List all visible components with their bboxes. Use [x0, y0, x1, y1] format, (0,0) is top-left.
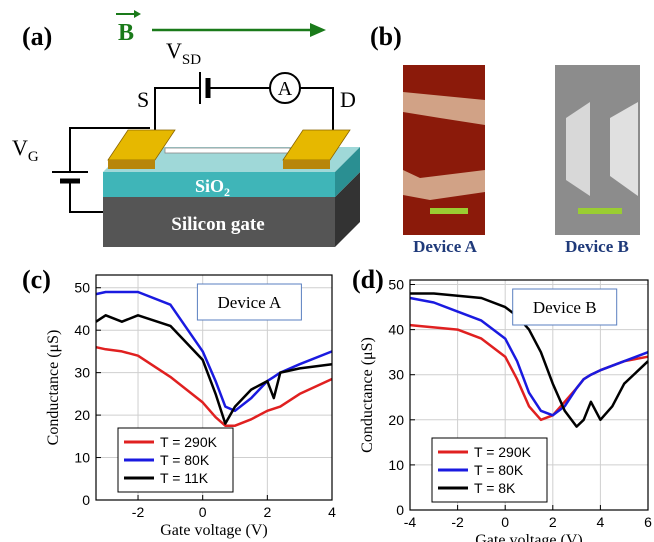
y-tick-label: 10 — [74, 450, 90, 466]
image-caption: Device A — [413, 237, 477, 256]
y-tick-label: 30 — [388, 367, 404, 383]
vg-sub: G — [28, 149, 39, 165]
vg-label: VG — [12, 135, 39, 165]
y-tick-label: 30 — [74, 365, 90, 381]
x-tick-label: 6 — [644, 514, 652, 530]
legend-label: T = 290K — [160, 434, 218, 450]
x-tick-label: 4 — [328, 504, 336, 520]
x-tick-label: 2 — [263, 504, 271, 520]
field-arrow — [310, 23, 326, 37]
y-tick-label: 20 — [74, 407, 90, 423]
panel-label: (c) — [22, 265, 51, 294]
legend-label: T = 80K — [474, 462, 524, 478]
y-tick-label: 40 — [388, 322, 404, 338]
y-axis-title: Conductance (μS) — [359, 337, 376, 453]
y-tick-label: 50 — [74, 280, 90, 296]
gate-label: Silicon gate — [171, 214, 264, 235]
schematic: B A VSD S D VG SiO2 Silicon gate — [12, 10, 360, 247]
x-tick-label: 4 — [597, 514, 605, 530]
x-tick-label: 0 — [501, 514, 509, 530]
vsd-label: VSD — [166, 38, 201, 68]
scale-bar — [430, 208, 468, 214]
annotation: Device A — [218, 293, 282, 312]
x-tick-label: -2 — [132, 504, 145, 520]
source-label: S — [137, 87, 149, 112]
panel-label: (a) — [22, 22, 52, 51]
legend-label: T = 80K — [160, 452, 210, 468]
x-tick-label: -4 — [404, 514, 417, 530]
y-tick-label: 0 — [82, 492, 90, 508]
y-tick-label: 50 — [388, 277, 404, 293]
scale-bar — [578, 208, 622, 214]
legend-label: T = 11K — [160, 470, 209, 486]
legend-label: T = 290K — [474, 444, 532, 460]
ammeter-label: A — [278, 78, 293, 100]
annotation: Device B — [533, 298, 597, 317]
wire — [70, 183, 103, 212]
y-tick-label: 20 — [388, 412, 404, 428]
vsd-text: V — [166, 38, 182, 63]
vector-arrow — [134, 10, 141, 18]
y-tick-label: 40 — [74, 322, 90, 338]
nanowire — [165, 148, 290, 153]
x-axis-title: Gate voltage (V) — [160, 522, 268, 539]
micrographs: Device A Device B — [403, 65, 640, 256]
oxide-text: SiO — [195, 176, 224, 196]
vsd-sub: SD — [182, 52, 201, 68]
x-axis-title: Gate voltage (V) — [475, 532, 583, 542]
panel-label: (b) — [370, 22, 402, 51]
y-tick-label: 10 — [388, 457, 404, 473]
x-tick-label: -2 — [451, 514, 464, 530]
panel-label: (d) — [352, 265, 384, 294]
oxide-sub: 2 — [224, 185, 230, 199]
x-tick-label: 0 — [199, 504, 207, 520]
figure: (a) (b) (c) (d) B A VSD S D VG SiO2 — [0, 0, 654, 542]
image-b-texture — [566, 102, 590, 196]
x-tick-label: 2 — [549, 514, 557, 530]
legend-label: T = 8K — [474, 480, 516, 496]
image-caption: Device B — [565, 237, 629, 256]
electrode — [283, 160, 330, 169]
field-label: B — [118, 20, 134, 46]
drain-label: D — [340, 87, 356, 112]
electrode — [108, 160, 155, 169]
y-axis-title: Conductance (μS) — [45, 330, 62, 446]
vg-text: V — [12, 135, 28, 160]
